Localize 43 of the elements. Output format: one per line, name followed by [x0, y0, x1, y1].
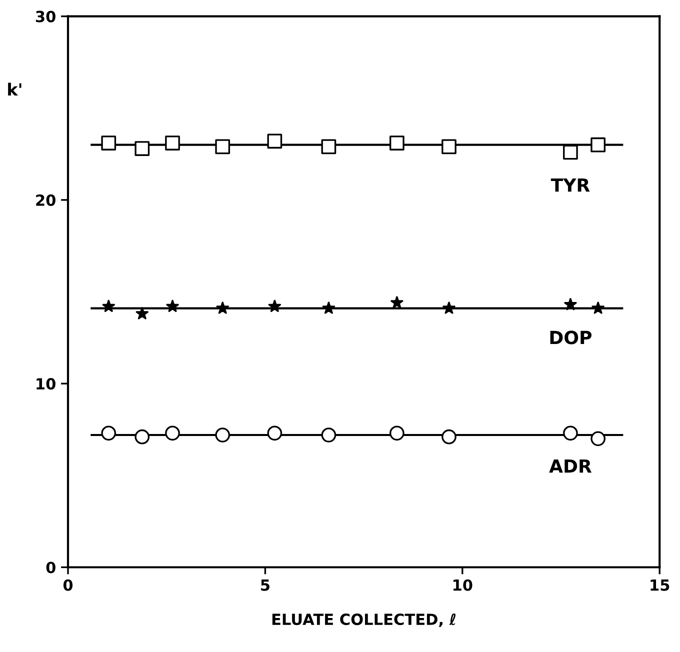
point [322, 302, 336, 314]
point [592, 302, 604, 314]
point [101, 136, 116, 150]
point [134, 141, 150, 156]
series-label: DOP [550, 330, 592, 344]
point [563, 426, 578, 441]
point [215, 428, 230, 442]
x-tick-label: 10 [453, 579, 472, 591]
point [590, 137, 606, 152]
series-label: TYR [550, 178, 590, 192]
point [134, 429, 150, 444]
x-tick-label: 5 [261, 580, 270, 591]
point [442, 302, 456, 314]
y-tick-label: 20 [36, 194, 56, 206]
point [267, 426, 282, 441]
point [268, 300, 282, 312]
point [563, 144, 578, 160]
point [215, 139, 230, 154]
x-tick-label: 15 [650, 580, 670, 591]
series-label: ADR [549, 459, 592, 473]
point [590, 431, 606, 446]
point [102, 300, 115, 312]
point [267, 134, 282, 149]
point [564, 298, 577, 310]
x-axis-title: ELUATE COLLECTED, ℓ [272, 614, 456, 628]
point [216, 302, 229, 314]
point [442, 429, 456, 444]
x-tick-label: 0 [63, 579, 73, 591]
point [321, 139, 336, 154]
point [165, 136, 180, 150]
point [442, 139, 456, 154]
y-axis-title: k' [8, 82, 22, 96]
point [101, 426, 116, 441]
y-tick-label: 30 [36, 10, 56, 22]
point [136, 307, 149, 320]
point [390, 426, 404, 441]
point [321, 428, 336, 442]
point [166, 300, 179, 312]
point [390, 296, 404, 308]
point [390, 136, 404, 150]
y-tick-label: 0 [46, 562, 56, 574]
y-tick-label: 10 [36, 378, 56, 390]
point [165, 426, 180, 441]
